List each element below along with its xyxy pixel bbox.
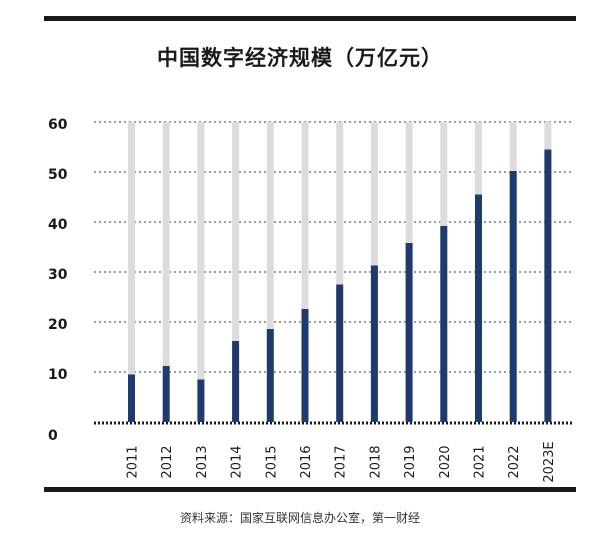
bar — [197, 379, 205, 422]
x-tick-label: 2016 — [299, 445, 314, 478]
y-tick-label: 50 — [48, 167, 68, 183]
x-tick-label: 2019 — [403, 445, 418, 478]
x-tick-label: 2011 — [126, 445, 141, 478]
x-tick-label: 2012 — [160, 445, 175, 478]
bar — [544, 149, 552, 422]
top-rule — [44, 16, 576, 21]
bar-track — [162, 122, 170, 422]
x-tick-label: 2018 — [368, 445, 383, 478]
bar-track — [232, 122, 240, 422]
y-tick-label: 10 — [48, 367, 68, 383]
bar-track — [336, 122, 344, 422]
bar — [266, 329, 274, 422]
bar — [162, 366, 170, 422]
x-tick-label: 2015 — [264, 445, 279, 478]
bar — [370, 265, 378, 422]
bar-track — [197, 122, 205, 422]
bottom-rule — [44, 487, 576, 492]
bar — [405, 243, 413, 422]
x-tick-label: 2017 — [334, 445, 349, 478]
x-tick-label: 2023E — [542, 441, 557, 482]
x-tick-label: 2013 — [195, 445, 210, 478]
y-tick-label: 40 — [48, 217, 68, 233]
bar — [475, 194, 482, 422]
bar-track — [128, 122, 135, 422]
source-note: 资料来源：国家互联网信息办公室，第一财经 — [179, 511, 420, 525]
y-tick-label: 30 — [48, 267, 68, 283]
x-tick-label: 2020 — [438, 445, 453, 478]
bar — [336, 284, 344, 422]
y-tick-label: 20 — [48, 317, 68, 333]
bar — [128, 374, 135, 422]
y-tick-label: 0 — [48, 428, 58, 444]
chart-title: 中国数字经济规模（万亿元） — [157, 46, 443, 70]
bar — [301, 309, 309, 422]
y-tick-label: 60 — [48, 117, 68, 133]
x-tick-label: 2021 — [473, 445, 488, 478]
x-tick-label: 2022 — [507, 445, 522, 478]
bar — [232, 341, 240, 422]
bar — [440, 226, 448, 422]
x-tick-label: 2014 — [230, 445, 245, 478]
bar — [509, 171, 517, 422]
bar-track — [301, 122, 309, 422]
bar-track — [266, 122, 274, 422]
